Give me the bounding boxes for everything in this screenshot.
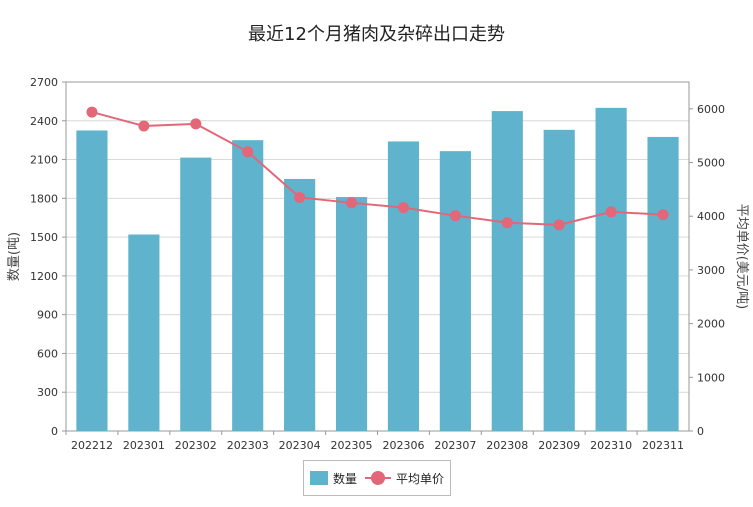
- x-tick-label: 202311: [642, 439, 684, 452]
- y-tick-label: 600: [37, 347, 58, 360]
- y-axis-title: 数量(吨): [7, 232, 22, 281]
- legend-item-price[interactable]: 平均单价: [365, 470, 444, 487]
- legend-label-price: 平均单价: [396, 471, 445, 486]
- line-point: [501, 217, 513, 229]
- bar: [284, 178, 316, 431]
- y2-tick-label: 4000: [697, 210, 725, 223]
- legend-label-quantity: 数量: [332, 471, 357, 486]
- y-tick-label: 2700: [30, 76, 58, 89]
- line-point: [449, 210, 461, 222]
- x-tick-label: 202307: [434, 439, 476, 452]
- x-tick-label: 202212: [71, 439, 113, 452]
- line-point: [190, 118, 202, 130]
- line-series-price: [91, 111, 664, 226]
- y2-tick-label: 1000: [697, 371, 725, 384]
- y-tick-label: 2100: [30, 154, 58, 167]
- bar: [595, 107, 627, 431]
- bar: [180, 157, 212, 431]
- bar: [76, 130, 108, 431]
- legend-line-swatch: [365, 471, 391, 485]
- line-point: [657, 209, 669, 221]
- y2-tick-label: 6000: [697, 103, 725, 116]
- y-tick-label: 1800: [30, 192, 58, 205]
- legend-item-quantity[interactable]: 数量: [309, 470, 357, 487]
- x-tick-label: 202302: [175, 439, 217, 452]
- line-point: [242, 146, 254, 158]
- line-point: [346, 197, 358, 209]
- y-tick-label: 0: [51, 425, 58, 438]
- line-point: [294, 191, 306, 203]
- bar: [128, 234, 160, 431]
- line-point: [397, 202, 409, 214]
- x-tick-label: 202305: [331, 439, 373, 452]
- bar: [439, 151, 471, 432]
- bar: [543, 129, 575, 431]
- bar: [387, 141, 420, 431]
- chart-title: 最近12个月猪肉及杂碎出口走势: [248, 24, 505, 45]
- y2-tick-label: 0: [697, 425, 704, 438]
- x-tick-label: 202308: [486, 439, 528, 452]
- line-point: [138, 120, 150, 132]
- line-point: [86, 106, 98, 118]
- x-tick-label: 202301: [123, 439, 165, 452]
- legend-bar-swatch: [309, 471, 328, 485]
- y-tick-label: 1500: [30, 231, 58, 244]
- y2-axis-title: 平均单价(美元/吨): [734, 204, 749, 310]
- y2-tick-label: 3000: [697, 264, 725, 277]
- x-tick-label: 202303: [227, 439, 269, 452]
- bar: [232, 140, 264, 431]
- bar: [491, 111, 523, 431]
- y-tick-label: 300: [37, 386, 58, 399]
- y-tick-label: 1200: [30, 270, 58, 283]
- line-point: [553, 219, 565, 231]
- y2-tick-label: 2000: [697, 318, 725, 331]
- x-tick-label: 202306: [382, 439, 424, 452]
- bar: [647, 136, 679, 431]
- bar: [335, 197, 368, 431]
- line-point: [605, 206, 617, 218]
- x-tick-label: 202310: [590, 439, 632, 452]
- y-tick-label: 2400: [30, 115, 58, 128]
- x-tick-label: 202304: [279, 439, 321, 452]
- x-tick-label: 202309: [538, 439, 580, 452]
- chart-legend: 数量 平均单价: [303, 460, 451, 496]
- y-tick-label: 900: [37, 309, 58, 322]
- y2-tick-label: 5000: [697, 157, 725, 170]
